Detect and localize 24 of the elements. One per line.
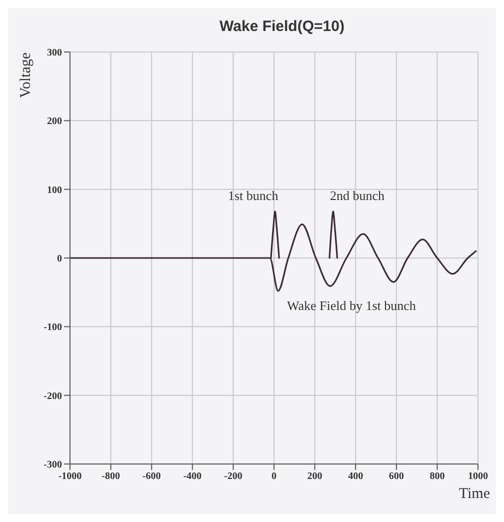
x-tick-label: -200 [224, 471, 242, 482]
y-tick-label: 200 [47, 116, 62, 128]
x-tick-label: -800 [102, 471, 120, 482]
x-tick-label: -1000 [58, 471, 82, 482]
x-tick-label: -600 [142, 471, 161, 482]
y-tick-label: -300 [44, 460, 62, 471]
y-axis-title: Voltage [18, 52, 35, 98]
y-tick-label: 300 [47, 48, 62, 59]
annotation: 1st bunch [228, 188, 278, 204]
y-tick-label: 100 [47, 184, 62, 196]
x-axis-title: Time [458, 486, 490, 503]
x-tick-label: -400 [183, 471, 202, 482]
x-tick-label: 0 [272, 471, 276, 482]
annotation: 2nd bunch [330, 188, 385, 204]
x-tick-label: 1000 [468, 471, 488, 482]
y-tick-label: -100 [44, 322, 62, 334]
y-tick-label: 0 [57, 254, 62, 265]
y-tick-label: -200 [44, 390, 62, 402]
x-tick-label: 600 [388, 471, 404, 482]
annotation: Wake Field by 1st bunch [287, 298, 416, 314]
x-tick-label: 400 [348, 471, 364, 482]
chart-title: Wake Field(Q=10) [218, 18, 346, 35]
x-tick-label: 200 [307, 471, 322, 482]
x-tick-label: 800 [430, 471, 445, 482]
